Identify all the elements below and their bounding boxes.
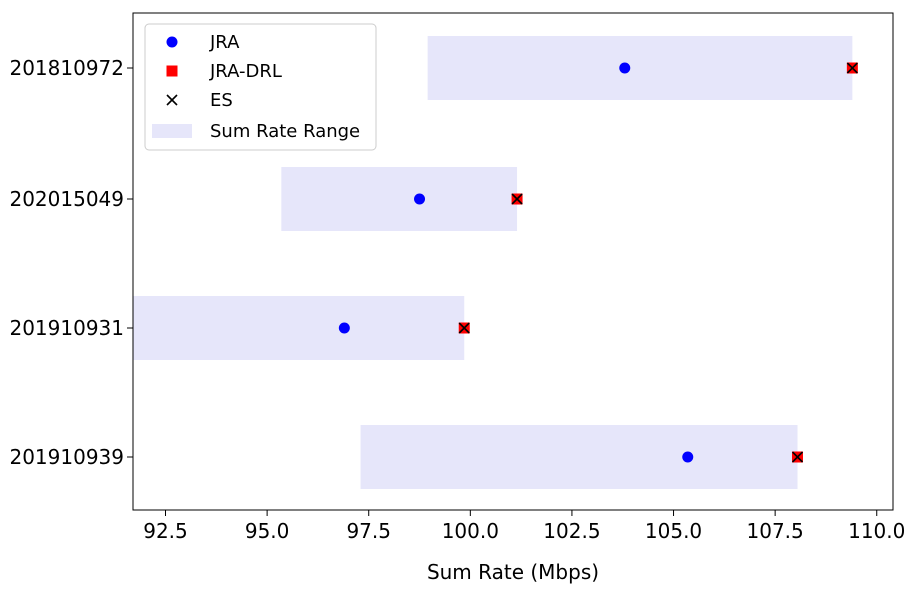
legend-range-swatch (152, 124, 192, 138)
x-tick-label: 92.5 (143, 519, 188, 543)
jra-point (414, 193, 426, 205)
es-point-stroke (791, 451, 804, 463)
es-point-stroke (846, 62, 858, 74)
legend-box (144, 23, 377, 151)
range-bar (281, 167, 518, 231)
legend-jra-marker (166, 36, 178, 48)
x-tick-label: 100.0 (442, 519, 499, 543)
range-bar (360, 425, 798, 489)
data-markers (338, 62, 858, 463)
range-bar (427, 36, 853, 100)
y-axis-ticks: 201810972 202015049 201910931 201910939 (9, 56, 133, 469)
x-tick-label: 110.0 (848, 519, 905, 543)
y-tick-label: 202015049 (9, 187, 124, 211)
y-tick-label: 201910931 (9, 316, 124, 340)
jra-point (338, 322, 350, 334)
legend-label: JRA-DRL (209, 61, 282, 82)
es-point (458, 322, 470, 334)
jra-point (682, 451, 694, 463)
legend: JRA JRA-DRL ES Sum Rate Range (144, 23, 377, 151)
x-axis-label: Sum Rate (Mbps) (427, 560, 599, 584)
x-tick-label: 102.5 (543, 519, 600, 543)
y-tick-label: 201810972 (9, 56, 124, 80)
es-point (846, 62, 858, 74)
x-tick-label: 97.5 (346, 519, 391, 543)
x-tick-label: 105.0 (645, 519, 702, 543)
es-point-stroke (458, 322, 470, 334)
x-tick-label: 95.0 (245, 519, 290, 543)
y-tick-label: 201910939 (9, 445, 124, 469)
x-axis-ticks: 92.5 95.0 97.5 100.0 102.5 105.0 107.5 110.0 (143, 510, 905, 543)
plot-area-frame (132, 12, 894, 511)
legend-es-stroke (166, 94, 178, 106)
es-point (511, 193, 523, 205)
legend-jra-drl-marker (166, 65, 178, 77)
legend-label: Sum Rate Range (210, 121, 360, 142)
legend-es-marker (166, 94, 178, 106)
x-tick-label: 107.5 (747, 519, 804, 543)
es-point (791, 451, 804, 463)
range-bar (133, 296, 465, 360)
jra-point (619, 62, 631, 74)
legend-label: JRA (209, 32, 240, 53)
legend-label: ES (210, 90, 233, 111)
range-bars (133, 36, 853, 489)
es-point-stroke (511, 193, 523, 205)
